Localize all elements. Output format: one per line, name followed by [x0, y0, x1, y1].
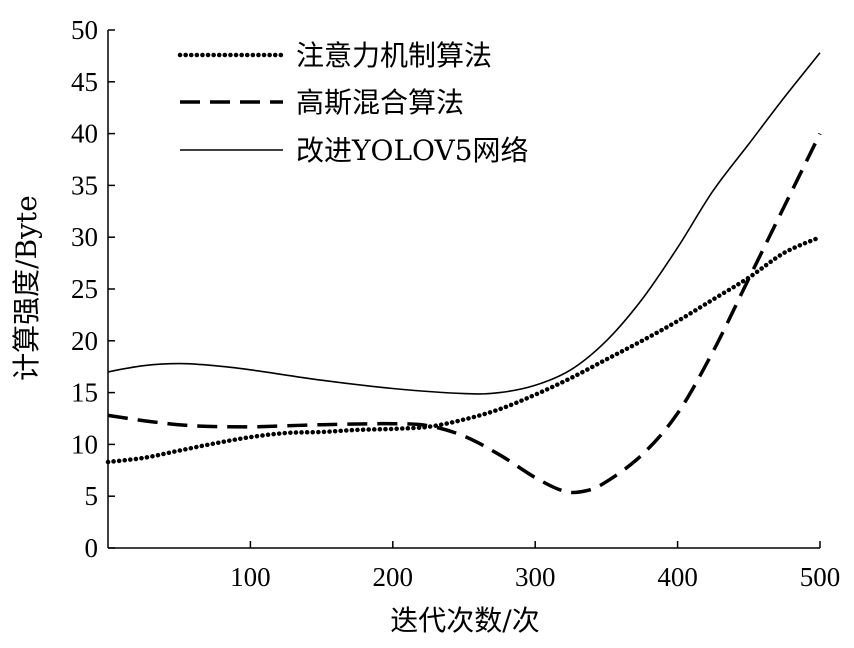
x-tick-label: 300: [515, 562, 556, 592]
y-tick-label: 30: [71, 222, 98, 252]
y-tick-label: 50: [71, 15, 98, 45]
series-lines: [105, 52, 823, 495]
x-tick-label: 200: [373, 562, 414, 592]
y-tick-label: 10: [71, 429, 98, 459]
x-tick-label: 100: [230, 562, 271, 592]
x-tick-label: 400: [657, 562, 698, 592]
legend-label: 改进YOLOV5网络: [296, 134, 529, 167]
y-axis-title: 计算强度/Byte: [10, 195, 43, 381]
y-tick-label: 15: [71, 378, 98, 408]
legend-label: 注意力机制算法: [296, 39, 492, 72]
y-tick-label: 40: [71, 119, 98, 149]
y-tick-label: 25: [71, 274, 98, 304]
y-tick-label: 0: [85, 533, 99, 563]
x-tick-label: 500: [800, 562, 841, 592]
legend-label: 高斯混合算法: [296, 86, 464, 119]
x-axis-ticks: 100 200 300 400 500: [230, 541, 840, 592]
y-tick-label: 45: [71, 67, 98, 97]
y-tick-label: 35: [71, 170, 98, 200]
y-tick-label: 5: [85, 481, 99, 511]
gaussian-series-line: [107, 132, 822, 495]
x-axis-title: 迭代次数/次: [390, 604, 539, 637]
attention-series-line: [105, 234, 823, 465]
yolov5-series-line: [107, 52, 821, 395]
y-tick-label: 20: [71, 326, 98, 356]
y-axis-ticks: 0 5 10 15 20 25 30 35 40 45 50: [71, 15, 115, 563]
